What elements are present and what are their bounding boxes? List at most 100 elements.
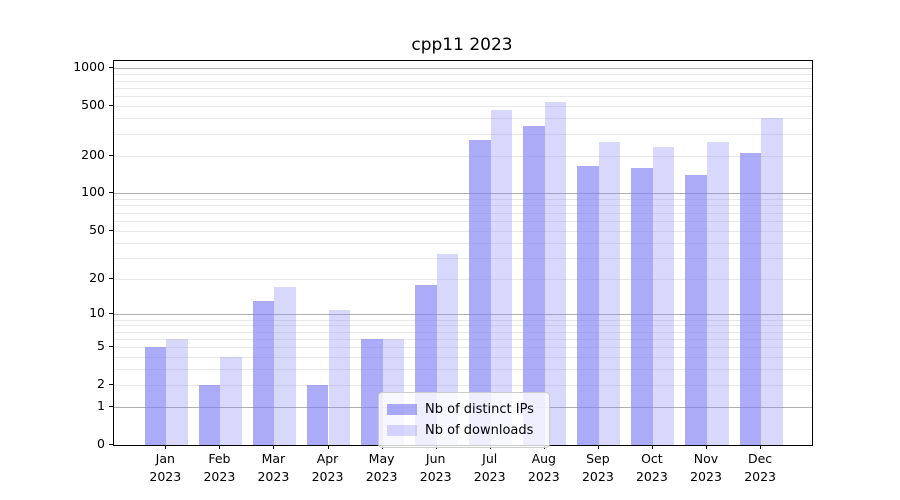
bar-distinct-ips-nov [685,175,707,445]
y-tick-mark [109,229,113,231]
minor-gridline [114,199,812,201]
minor-gridline [114,357,812,359]
y-tick-label: 1000 [73,59,105,75]
bar-distinct-ips-apr [306,385,329,445]
legend-swatch-distinct-ips-icon [387,404,417,415]
x-tick-mark [651,445,653,449]
x-tick-label-jul: Jul 2023 [473,451,506,484]
minor-gridline [114,133,812,135]
minor-gridline [114,347,812,349]
x-tick-mark [219,445,221,449]
x-tick-mark [597,445,599,449]
bar-distinct-ips-mar [252,301,275,445]
minor-gridline [114,87,812,89]
x-tick-label-feb: Feb 2023 [203,451,236,484]
x-tick-mark [760,445,762,449]
y-tick-label: 5 [97,338,105,354]
minor-gridline [114,212,812,214]
major-gridline [114,68,812,70]
minor-gridline [114,325,812,327]
x-tick-mark [165,445,167,449]
x-tick-label-mar: Mar 2023 [257,451,290,484]
bar-downloads-feb [220,357,242,445]
y-tick-mark [109,313,113,315]
minor-gridline [114,319,812,321]
bar-downloads-jan [166,338,188,445]
bar-downloads-aug [544,101,567,445]
y-tick-mark [109,444,113,445]
y-tick-label: 200 [81,146,105,162]
chart-title: cpp11 2023 [411,35,513,55]
x-tick-label-nov: Nov 2023 [690,451,722,484]
minor-gridline [114,220,812,222]
minor-gridline [114,118,812,120]
bar-distinct-ips-jul [469,140,491,445]
y-tick-label: 50 [89,221,105,237]
x-tick-label-sep: Sep 2023 [581,451,614,484]
x-tick-label-aug: Aug 2023 [527,451,560,484]
bar-distinct-ips-oct [631,168,653,445]
y-tick-label: 1 [97,398,105,414]
legend-item-downloads: Nb of downloads [387,420,540,441]
minor-gridline [114,96,812,98]
minor-gridline [114,385,812,387]
bar-distinct-ips-feb [198,385,221,445]
bar-downloads-mar [274,287,296,445]
minor-gridline [114,331,812,333]
x-tick-mark [327,445,329,449]
plot-area: Nb of distinct IPs Nb of downloads [113,60,813,448]
x-tick-mark [273,445,275,449]
minor-gridline [114,279,812,280]
x-tick-label-jun: Jun 2023 [419,451,452,484]
minor-gridline [114,74,812,76]
x-tick-mark [706,445,707,449]
minor-gridline [114,155,812,157]
legend: Nb of distinct IPs Nb of downloads [378,392,550,448]
x-tick-label-may: May 2023 [365,451,398,484]
bar-distinct-ips-jan [144,347,167,445]
y-tick-mark [109,278,113,279]
major-gridline [114,193,812,195]
minor-gridline [114,205,812,207]
x-tick-label-jan: Jan 2023 [149,451,182,484]
y-tick-mark [109,67,113,69]
x-tick-label-dec: Dec 2023 [744,451,776,484]
bar-distinct-ips-sep [577,166,599,445]
minor-gridline [114,80,812,82]
legend-label-distinct-ips: Nb of distinct IPs [425,402,534,417]
y-tick-label: 20 [89,270,105,285]
bar-downloads-jul [490,110,513,445]
bar-downloads-apr [328,309,351,445]
y-tick-label: 2 [97,376,105,392]
major-gridline [114,314,812,316]
bar-distinct-ips-dec [739,153,762,445]
minor-gridline [114,242,812,244]
y-tick-mark [109,192,113,194]
y-tick-mark [109,346,113,348]
x-tick-label-oct: Oct 2023 [635,451,668,484]
bar-distinct-ips-may [361,338,383,445]
minor-gridline [114,257,812,259]
y-tick-mark [109,105,113,107]
bar-downloads-nov [707,141,729,445]
y-tick-label: 500 [81,97,105,113]
minor-gridline [114,230,812,232]
legend-swatch-downloads-icon [387,425,417,436]
x-tick-label-apr: Apr 2023 [311,451,344,484]
legend-item-distinct-ips: Nb of distinct IPs [387,399,540,420]
bar-downloads-dec [761,117,783,445]
legend-label-downloads: Nb of downloads [425,423,534,438]
bar-downloads-oct [652,147,675,445]
minor-gridline [114,369,812,371]
y-tick-mark [109,406,113,408]
y-tick-label: 0 [97,436,105,451]
y-tick-label: 100 [81,184,105,200]
bar-distinct-ips-aug [523,125,545,445]
y-tick-mark [109,384,113,386]
y-tick-label: 10 [89,305,105,321]
bar-downloads-sep [598,141,621,445]
minor-gridline [114,338,812,340]
minor-gridline [114,106,812,108]
y-tick-mark [109,154,113,156]
